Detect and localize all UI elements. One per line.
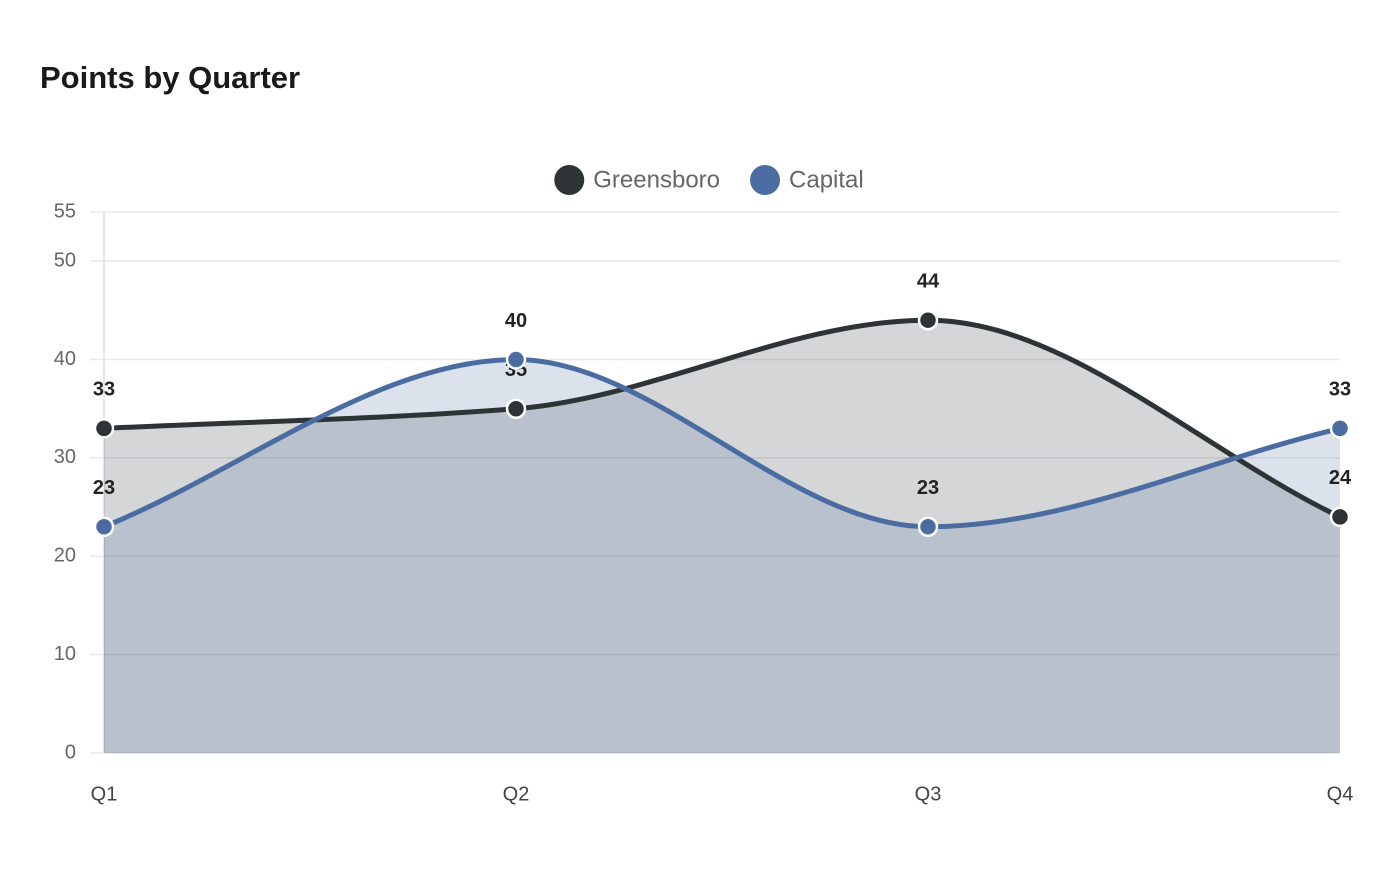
- x-tick-label: Q4: [1327, 783, 1354, 805]
- area: [104, 320, 1340, 753]
- legend: Greensboro Capital: [554, 165, 864, 195]
- area: [104, 359, 1340, 753]
- y-tick-label: 55: [54, 200, 76, 222]
- x-tick-label: Q1: [91, 783, 118, 805]
- legend-label: Greensboro: [593, 166, 720, 193]
- x-tick-label: Q3: [915, 783, 942, 805]
- point: [93, 418, 115, 439]
- line: [103, 357, 1341, 530]
- y-tick-label: 10: [54, 643, 76, 665]
- data-label: 44: [917, 270, 940, 292]
- data-label: 24: [1329, 467, 1352, 489]
- legend-item: Capital: [750, 165, 864, 195]
- point: [917, 309, 939, 331]
- data-label: 33: [93, 379, 115, 401]
- y-tick-label: 0: [65, 741, 76, 763]
- point: [93, 516, 115, 538]
- y-tick-label: 20: [54, 545, 76, 567]
- y-tick-label: 30: [54, 446, 76, 468]
- legend-label: Capital: [789, 166, 864, 193]
- data-label: 23: [917, 477, 939, 499]
- point: [1329, 506, 1351, 528]
- legend-marker: [554, 165, 585, 195]
- data-label: 40: [505, 310, 527, 332]
- data-label: 33: [1329, 379, 1351, 401]
- point: [917, 516, 939, 538]
- y-tick-label: 50: [54, 249, 76, 271]
- y-tick-label: 40: [54, 348, 76, 370]
- legend-marker: [750, 165, 781, 195]
- x-tick-label: Q2: [503, 783, 530, 805]
- chart-title: Points by Quarter: [40, 60, 300, 95]
- point: [505, 398, 527, 419]
- legend-item: Greensboro: [554, 165, 720, 195]
- data-label: 23: [93, 477, 115, 499]
- point: [1329, 418, 1351, 439]
- point: [505, 349, 527, 370]
